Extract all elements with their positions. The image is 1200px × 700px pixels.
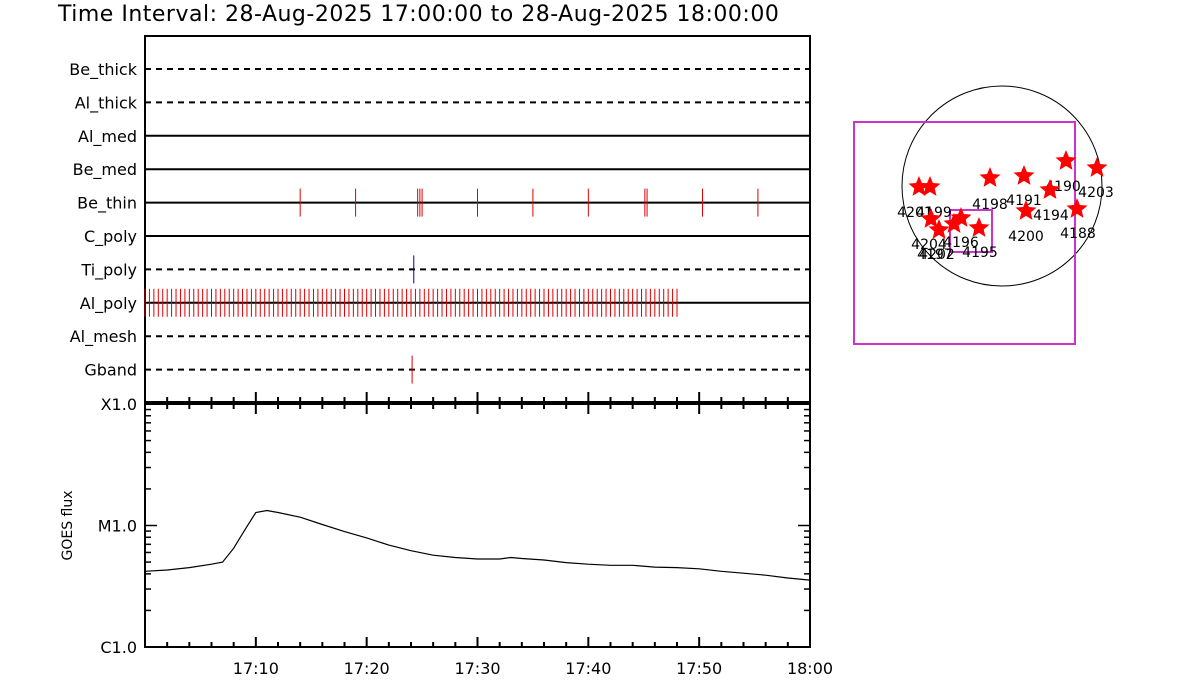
fov-box <box>853 121 1076 345</box>
x-tick-label: 17:40 <box>565 659 611 678</box>
region-star-icon <box>943 213 965 233</box>
region-star-icon <box>1015 200 1037 220</box>
region-label: 4191 <box>1006 193 1042 209</box>
region-label: 4202 <box>919 247 955 263</box>
region-label: 4194 <box>1033 208 1069 224</box>
region-star-icon <box>908 176 930 196</box>
region-star-icon <box>1055 150 1077 170</box>
x-tick-label: 18:00 <box>787 659 833 678</box>
x-tick-label: 17:30 <box>454 659 500 678</box>
plot-title: Time Interval: 28-Aug-2025 17:00:00 to 2… <box>58 2 780 27</box>
region-label: 4195 <box>962 245 998 261</box>
row-label: Be_thick <box>69 60 137 80</box>
goes-flux-line <box>144 509 811 581</box>
y-tick-label: X1.0 <box>101 395 137 414</box>
row-label: Gband <box>84 361 137 380</box>
x-tick-label: 17:50 <box>676 659 722 678</box>
y-axis-label: GOES flux <box>60 490 76 560</box>
solar-disk <box>901 85 1103 287</box>
region-label: 4188 <box>1060 226 1096 242</box>
x-tick-label: 17:10 <box>233 659 279 678</box>
y-tick-label: M1.0 <box>98 517 137 536</box>
region-star-icon <box>979 167 1001 187</box>
region-star-icon <box>1039 179 1061 199</box>
row-label: Ti_poly <box>80 260 137 280</box>
y-tick-label: C1.0 <box>100 638 137 657</box>
region-label: 4198 <box>972 197 1008 213</box>
region-star-icon <box>968 217 990 237</box>
row-label: Al_thick <box>75 93 138 113</box>
region-label: 4197 <box>917 247 953 263</box>
region-label: 4204 <box>911 237 947 253</box>
goes-frame <box>144 403 811 648</box>
region-label: 4200 <box>1008 229 1044 245</box>
row-label: Be_thin <box>77 194 137 214</box>
region-star-icon <box>1086 157 1108 177</box>
row-label: C_poly <box>84 227 137 247</box>
region-label: 4203 <box>1078 185 1114 201</box>
region-label: 4196 <box>943 235 979 251</box>
row-label: Al_poly <box>80 294 137 314</box>
row-label: Be_med <box>73 160 137 180</box>
region-star-icon <box>919 176 941 196</box>
row-label: Al_med <box>78 127 137 147</box>
region-star-icon <box>928 219 950 239</box>
x-tick-label: 17:20 <box>344 659 390 678</box>
region-star-icon <box>1013 165 1035 185</box>
row-label: Al_mesh <box>70 327 137 347</box>
timeline-frame <box>144 35 811 403</box>
region-star-icon <box>1066 198 1088 218</box>
region-star-icon <box>920 208 942 228</box>
